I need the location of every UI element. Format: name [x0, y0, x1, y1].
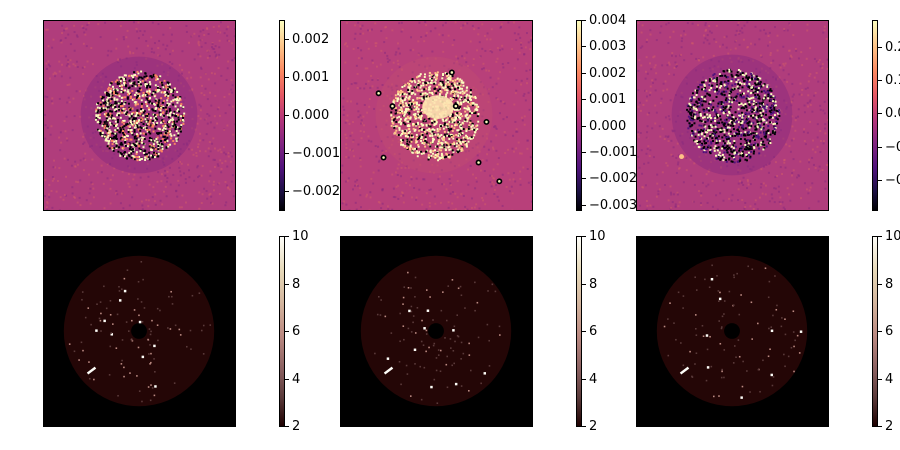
colorbar-tick — [582, 205, 586, 206]
colorbar — [872, 20, 878, 211]
colorbar-tick — [878, 180, 882, 181]
heatmap-svg — [637, 237, 828, 426]
colorbar-tick-label: 4 — [885, 372, 894, 387]
colorbar-tick-label: 0.002 — [589, 66, 627, 81]
colorbar-tick-label: −0.001 — [589, 145, 638, 160]
colorbar-tick — [582, 426, 586, 427]
colorbar-tick — [582, 99, 586, 100]
colorbar-tick — [582, 73, 586, 74]
heatmap-svg — [637, 21, 828, 210]
heatmap-svg — [44, 237, 235, 426]
colorbar-tick-label: −0.003 — [589, 198, 638, 213]
colorbar-tick — [878, 113, 882, 114]
colorbar — [872, 236, 878, 427]
inner-mask — [428, 323, 444, 339]
heatmap-svg — [44, 21, 235, 210]
colorbar-tick-label: 0.002 — [292, 32, 330, 47]
colorbar-tick — [285, 115, 289, 116]
colorbar-tick-label: 0.2 — [885, 40, 900, 55]
colorbar — [279, 236, 285, 427]
heatmap-image — [340, 20, 533, 211]
colorbar-tick — [582, 152, 586, 153]
colorbar-tick-label: 2 — [885, 419, 894, 434]
colorbar-tick — [582, 379, 586, 380]
detection-streak — [383, 366, 394, 375]
colorbar-tick — [285, 331, 289, 332]
colorbar-tick-label: 2 — [589, 419, 598, 434]
colorbar-tick — [878, 47, 882, 48]
colorbar-tick-label: −0.2 — [885, 173, 900, 188]
colorbar-tick-label: 0.000 — [292, 108, 330, 123]
heatmap-svg — [341, 237, 532, 426]
colorbar-tick-label: 8 — [589, 277, 598, 292]
detection-streak — [679, 366, 690, 375]
colorbar-tick — [285, 284, 289, 285]
colorbar-tick-label: 6 — [885, 324, 894, 339]
colorbar — [279, 20, 285, 211]
heatmap-image — [43, 20, 236, 211]
heatmap-image — [636, 20, 829, 211]
colorbar-tick-label: 4 — [292, 372, 301, 387]
inner-mask — [131, 323, 147, 339]
bright-core — [422, 95, 454, 119]
colorbar-tick — [582, 236, 586, 237]
colorbar-tick-label: 0.003 — [589, 39, 627, 54]
bright-point — [679, 154, 685, 160]
heatmap-svg — [341, 21, 532, 210]
colorbar-tick-label: 2 — [292, 419, 301, 434]
colorbar-tick-label: 8 — [292, 277, 301, 292]
colorbar-tick — [285, 191, 289, 192]
colorbar-tick-label: 0.001 — [292, 70, 330, 85]
colorbar-tick — [878, 236, 882, 237]
colorbar-tick-label: 6 — [589, 324, 598, 339]
colorbar-tick — [285, 236, 289, 237]
colorbar-tick — [582, 331, 586, 332]
colorbar-tick — [878, 284, 882, 285]
colorbar-tick-label: −0.001 — [292, 146, 341, 161]
colorbar-tick-label: 8 — [885, 277, 894, 292]
colorbar-tick-label: 4 — [589, 372, 598, 387]
colorbar-tick-label: 0.0 — [885, 106, 900, 121]
colorbar-tick-label: 0.000 — [589, 119, 627, 134]
heatmap-image — [43, 236, 236, 427]
detection-streak — [86, 366, 97, 375]
colorbar-tick — [285, 379, 289, 380]
colorbar-tick — [582, 46, 586, 47]
colorbar-tick-label: 0.1 — [885, 73, 900, 88]
colorbar-tick — [878, 379, 882, 380]
colorbar-tick — [285, 39, 289, 40]
colorbar-tick-label: 0.004 — [589, 13, 627, 28]
heatmap-image — [636, 236, 829, 427]
colorbar-tick-label: 10 — [589, 229, 606, 244]
colorbar-tick — [582, 126, 586, 127]
colorbar-tick-label: 6 — [292, 324, 301, 339]
heatmap-image — [340, 236, 533, 427]
colorbar-tick — [285, 77, 289, 78]
colorbar-tick-label: 10 — [885, 229, 900, 244]
colorbar-tick-label: −0.1 — [885, 140, 900, 155]
colorbar-tick-label: 0.001 — [589, 92, 627, 107]
colorbar-tick-label: 10 — [292, 229, 309, 244]
colorbar-tick — [878, 331, 882, 332]
colorbar — [576, 236, 582, 427]
inner-mask — [724, 323, 740, 339]
colorbar-tick — [878, 426, 882, 427]
colorbar-tick-label: −0.002 — [589, 171, 638, 186]
colorbar-tick — [582, 284, 586, 285]
colorbar-tick — [285, 153, 289, 154]
colorbar-tick — [582, 178, 586, 179]
colorbar-tick — [285, 426, 289, 427]
colorbar-tick-label: −0.002 — [292, 184, 341, 199]
colorbar-tick — [878, 80, 882, 81]
colorbar-tick — [878, 147, 882, 148]
colorbar — [576, 20, 582, 211]
colorbar-tick — [582, 20, 586, 21]
